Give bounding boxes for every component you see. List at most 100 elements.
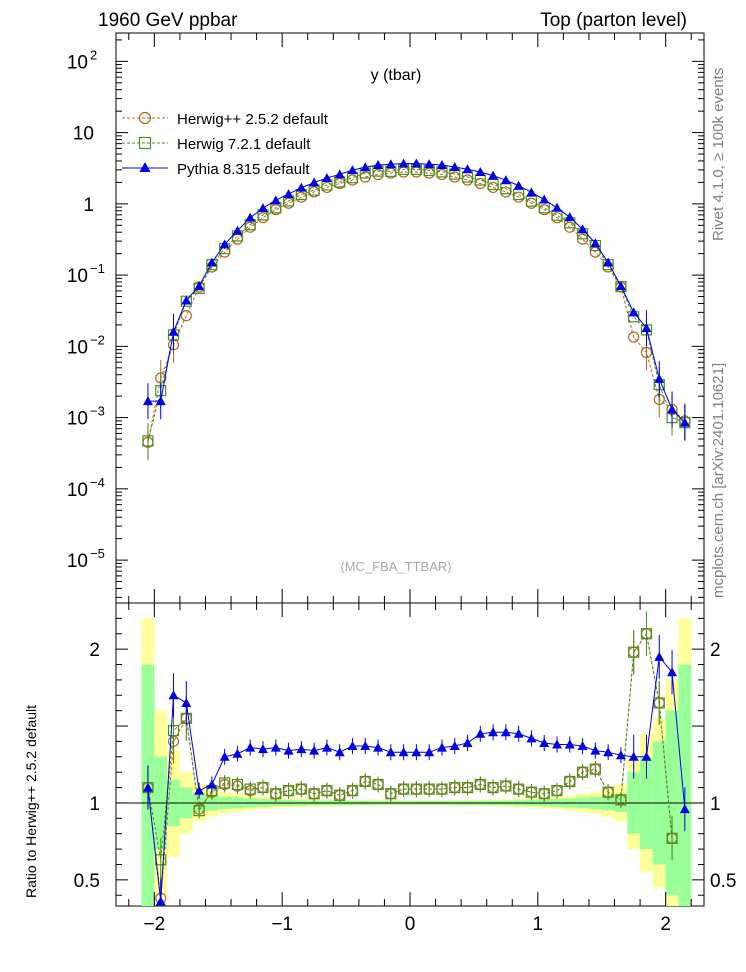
- ratio-point-2-24: [449, 741, 460, 751]
- main-point-2-19: [385, 159, 396, 169]
- main-ytick-label-5: 10: [67, 409, 88, 430]
- ratio-series: [142, 611, 690, 906]
- ratio-ytick-label-left-0: 0.5: [74, 871, 100, 892]
- ratio-point-1-16: [346, 785, 359, 797]
- ratio-ytick-label-right-1: 1: [710, 794, 721, 815]
- ratio-point-1-4: [193, 805, 205, 817]
- xtick-label-3: 1: [533, 914, 544, 935]
- main-point-2-7: [232, 225, 243, 235]
- ratio-point-1-26: [474, 778, 486, 791]
- legend-marker-pythia: [139, 162, 151, 172]
- ratio-point-1-13: [308, 788, 320, 800]
- ratio-point-1-37: [615, 794, 627, 806]
- main-point-2-13: [309, 177, 320, 187]
- ratio-point-2-26: [475, 728, 486, 738]
- ratio-point-1-15: [334, 789, 346, 801]
- main-ytick-exp-0: 2: [90, 47, 97, 62]
- main-point-1-0: [142, 435, 154, 447]
- main-ytick-label-0: 10: [67, 52, 88, 73]
- ratio-point-1-2: [167, 725, 180, 737]
- ratio-point-2-33: [564, 739, 575, 749]
- main-point-2-14: [321, 172, 332, 182]
- main-point-0-3: [180, 310, 192, 322]
- ratio-point-1-27: [487, 781, 499, 794]
- main-point-2-18: [373, 160, 384, 170]
- ratio-point-2-9: [258, 744, 268, 754]
- ratio-point-2-22: [424, 747, 435, 757]
- main-point-2-31: [539, 194, 550, 204]
- legend-entry-herwigpp: Herwig++ 2.5.2 default: [122, 111, 329, 128]
- main-point-2-21: [411, 158, 422, 168]
- xtick-label-1: −1: [271, 914, 293, 935]
- ratio-point-2-6: [219, 751, 230, 761]
- ratio-point-2-38: [628, 751, 639, 761]
- ratio-point-1-30: [525, 786, 538, 798]
- main-point-2-3: [181, 295, 192, 305]
- ratio-point-1-23: [436, 783, 448, 795]
- xtick-label-4: 2: [660, 914, 671, 935]
- main-point-2-4: [194, 281, 205, 291]
- main-ytick-label-4: 10: [67, 337, 88, 358]
- ratio-point-1-10: [270, 788, 282, 800]
- ratio-point-2-37: [615, 750, 626, 760]
- ratio-point-2-11: [283, 745, 294, 755]
- ratio-point-1-21: [410, 783, 422, 795]
- ratio-point-1-41: [666, 832, 678, 844]
- ratio-y-axis: 0.5 0.5 1 1 2 2: [74, 617, 736, 896]
- ratio-point-2-34: [577, 741, 588, 751]
- legend-entry-herwig7: Herwig 7.2.1 default: [122, 136, 311, 153]
- legend-entry-pythia: Pythia 8.315 default: [122, 161, 310, 178]
- main-point-2-27: [488, 170, 499, 180]
- ratio-point-2-36: [603, 747, 614, 757]
- main-ytick-label-6: 10: [67, 480, 88, 501]
- main-series: [142, 158, 691, 461]
- ratio-point-1-39: [640, 628, 653, 640]
- ratio-point-1-31: [538, 788, 550, 800]
- main-point-0-38: [628, 331, 640, 343]
- ratio-point-2-29: [513, 728, 524, 738]
- main-ytick-exp-3: −1: [90, 261, 105, 276]
- ratio-point-2-7: [232, 748, 243, 758]
- main-point-2-17: [360, 162, 371, 172]
- ratio-point-2-27: [488, 727, 499, 737]
- ratio-ytick-label-right-2: 2: [710, 640, 721, 661]
- main-ytick-exp-7: −5: [90, 546, 105, 561]
- main-ytick-label-2: 1: [83, 195, 94, 216]
- ratio-point-2-32: [552, 739, 562, 749]
- main-point-1-16: [346, 172, 359, 184]
- main-point-2-36: [603, 257, 614, 267]
- ratio-point-2-25: [462, 737, 473, 747]
- main-point-2-1: [155, 396, 166, 406]
- ratio-point-2-0: [142, 782, 153, 792]
- ratio-mc-band: [141, 618, 692, 906]
- main-ytick-label-7: 10: [67, 551, 88, 572]
- ratio-point-2-41: [667, 667, 678, 677]
- main-point-2-39: [641, 323, 652, 333]
- main-point-2-16: [347, 165, 358, 175]
- ratio-point-2-5: [206, 779, 217, 789]
- main-line-1: [147, 168, 686, 442]
- legend-label-herwig7: Herwig 7.2.1 default: [177, 136, 311, 153]
- ratio-point-2-16: [347, 741, 358, 751]
- main-point-2-10: [270, 195, 281, 205]
- ratio-point-2-1: [155, 896, 166, 906]
- header-left: 1960 GeV ppbar: [98, 10, 238, 31]
- rivet-label: Rivet 4.1.0, ≥ 100k events: [710, 68, 727, 241]
- main-ytick-label-1: 10: [73, 124, 94, 145]
- band-inner-42: [678, 664, 692, 906]
- legend-marker-herwigpp: [138, 111, 152, 125]
- ratio-point-1-25: [461, 781, 474, 794]
- main-line-2: [147, 163, 686, 423]
- ratio-point-2-4: [194, 785, 205, 795]
- ratio-point-2-10: [270, 742, 281, 752]
- ratio-point-2-13: [309, 745, 320, 755]
- main-point-2-15: [334, 169, 345, 179]
- x-axis: −2 −1 0 1 2: [128, 33, 692, 935]
- main-point-2-26: [475, 166, 486, 176]
- ratio-ytick-label-left-2: 2: [89, 640, 100, 661]
- main-point-2-8: [245, 212, 256, 222]
- plot-title: y (tbar): [371, 67, 422, 84]
- ratio-point-2-14: [321, 742, 332, 752]
- ratio-point-2-17: [360, 741, 371, 751]
